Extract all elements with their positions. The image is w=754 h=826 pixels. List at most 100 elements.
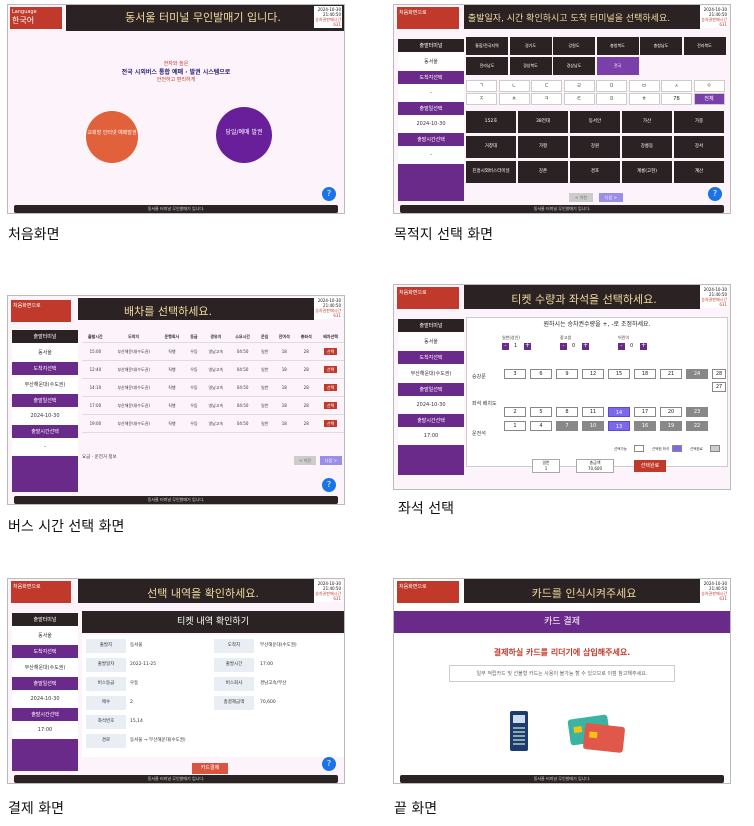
terminal-button[interactable]: 계산	[674, 161, 724, 183]
consonant-key[interactable]: ㅂ	[628, 80, 660, 92]
region-tab[interactable]: 경상남도	[553, 57, 595, 75]
seat[interactable]: 15	[608, 369, 630, 379]
seat[interactable]: 28	[712, 369, 726, 379]
terminal-button[interactable]: 계룡(고현)	[622, 161, 672, 183]
terminal-button[interactable]: 가중	[674, 111, 724, 133]
terminal-button[interactable]: 152호	[466, 111, 516, 133]
seat[interactable]: 13	[608, 421, 630, 431]
consonant-key[interactable]: ㄹ	[563, 80, 595, 92]
help-button[interactable]: ?	[322, 187, 336, 201]
region-tab[interactable]: 전라북도	[683, 37, 726, 55]
increase-button[interactable]: +	[640, 342, 647, 350]
same-day-ticket-button[interactable]: 당일/예매 발권	[216, 107, 272, 163]
select-bus-button[interactable]: 선택	[323, 365, 338, 373]
seat[interactable]: 7	[556, 421, 578, 431]
prev-button[interactable]: < 이전	[569, 193, 593, 202]
seat[interactable]: 9	[556, 369, 578, 379]
terminal-button[interactable]: 경포	[570, 161, 620, 183]
select-bus-button[interactable]: 선택	[323, 383, 338, 391]
seat[interactable]: 11	[582, 407, 604, 417]
consonant-key[interactable]: ㅈ	[466, 93, 497, 105]
region-tab[interactable]: 충청남도	[640, 37, 682, 55]
help-button[interactable]: ?	[708, 187, 722, 201]
seat[interactable]: 8	[556, 407, 578, 417]
terminal-button[interactable]: 강원	[570, 136, 620, 158]
help-button[interactable]: ?	[322, 757, 336, 771]
seat[interactable]: 14	[608, 407, 630, 417]
seat[interactable]: 10	[582, 421, 604, 431]
increase-button[interactable]: +	[582, 342, 589, 350]
internet-ticket-button[interactable]: 교회방 인터넷 예매발권	[86, 111, 138, 163]
region-tab[interactable]: 강원도	[553, 37, 595, 55]
home-button[interactable]: 처음화면으로	[397, 7, 459, 29]
increase-button[interactable]: +	[524, 342, 531, 350]
seat[interactable]: 6	[530, 369, 552, 379]
consonant-key[interactable]: ㅎ	[628, 93, 660, 105]
language-select[interactable]: Language 한국어	[10, 7, 62, 29]
consonant-key[interactable]: ㅇ	[693, 80, 725, 92]
terminal-button[interactable]: 가평	[518, 136, 568, 158]
seat[interactable]: 20	[660, 407, 682, 417]
region-tab[interactable]: 경기도	[509, 37, 552, 55]
seat[interactable]: 27	[712, 382, 726, 392]
region-tab[interactable]: 전국	[596, 57, 639, 75]
region-tab[interactable]: 충청북도	[596, 37, 639, 55]
region-tab[interactable]: 경상북도	[509, 57, 552, 75]
home-button[interactable]: 처음화면으로	[397, 581, 459, 603]
decrease-button[interactable]: -	[618, 343, 625, 350]
seat[interactable]: 17	[634, 407, 656, 417]
seat[interactable]: 4	[530, 421, 552, 431]
select-bus-button[interactable]: 선택	[323, 401, 338, 409]
consonant-key[interactable]: ㄷ	[531, 80, 562, 92]
help-button[interactable]: ?	[322, 478, 336, 492]
terminal-button[interactable]: 진흥시외버스터미널	[466, 161, 516, 183]
consonant-key[interactable]: 전체	[693, 93, 725, 105]
region-tab[interactable]: 통합/전국지역	[466, 37, 508, 55]
terminal-button[interactable]: 동서안	[570, 111, 620, 133]
decrease-button[interactable]: -	[560, 343, 567, 350]
seat[interactable]: 3	[504, 369, 526, 379]
next-button[interactable]: 다음 >	[320, 456, 342, 465]
consonant-key[interactable]: ㄴ	[498, 80, 530, 92]
next-button[interactable]: 다음 >	[599, 193, 623, 202]
card-reader-icon	[510, 711, 528, 751]
select-bus-button[interactable]: 선택	[323, 347, 338, 355]
seat[interactable]: 21	[660, 369, 682, 379]
prev-button[interactable]: < 이전	[294, 456, 316, 465]
table-cell: 18	[273, 396, 296, 415]
decrease-button[interactable]: -	[502, 343, 509, 350]
terminal-button[interactable]: 강서	[674, 136, 724, 158]
seat[interactable]: 12	[582, 369, 604, 379]
home-button[interactable]: 처음화면으로	[11, 581, 71, 603]
confirm-seat-button[interactable]: 선택완료	[634, 460, 666, 472]
consonant-key[interactable]: ㅍ	[596, 93, 627, 105]
terminal-button[interactable]: 가산	[622, 111, 672, 133]
table-cell: 19:00	[82, 414, 109, 433]
seat[interactable]: 23	[686, 407, 708, 417]
seat[interactable]: 1	[504, 421, 526, 431]
seat[interactable]: 18	[634, 369, 656, 379]
home-button[interactable]: 처음화면으로	[11, 300, 71, 322]
terminal-button[interactable]: 강촌	[518, 161, 568, 183]
region-tab[interactable]: 전라남도	[466, 57, 508, 75]
terminal-button[interactable]: 강릉동	[622, 136, 672, 158]
consonant-key[interactable]: 7B	[661, 93, 692, 105]
seat[interactable]: 24	[686, 369, 708, 379]
seat[interactable]: 2	[504, 407, 526, 417]
terminal-button[interactable]: 38전대	[518, 111, 568, 133]
consonant-key[interactable]: ㅊ	[498, 93, 530, 105]
terminal-button[interactable]: 거창대	[466, 136, 516, 158]
seat[interactable]: 5	[530, 407, 552, 417]
home-button[interactable]: 처음화면으로	[397, 287, 459, 309]
legend-swatch	[634, 445, 644, 452]
consonant-key[interactable]: ㄱ	[466, 80, 497, 92]
seat[interactable]: 16	[634, 421, 656, 431]
consonant-key[interactable]: ㅌ	[563, 93, 595, 105]
card-payment-button[interactable]: 카드결제	[192, 763, 228, 774]
seat[interactable]: 19	[660, 421, 682, 431]
seat[interactable]: 22	[686, 421, 708, 431]
consonant-key[interactable]: ㅅ	[661, 80, 692, 92]
consonant-key[interactable]: ㅋ	[531, 93, 562, 105]
consonant-key[interactable]: ㅁ	[596, 80, 627, 92]
select-bus-button[interactable]: 선택	[323, 419, 338, 427]
